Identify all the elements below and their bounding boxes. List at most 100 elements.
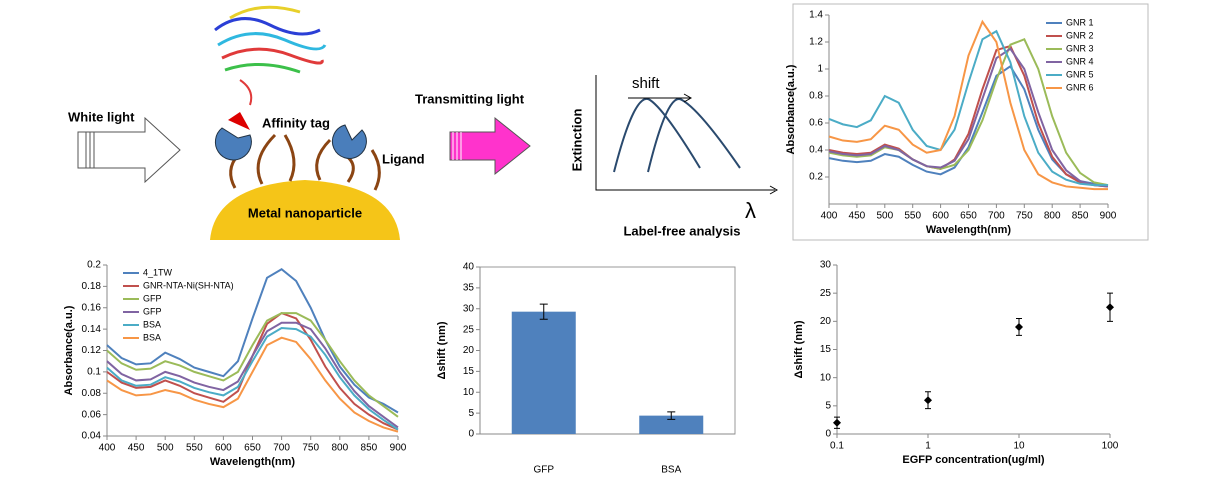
legend-label: GNR 3 [1066, 43, 1094, 53]
y-tick-label: 0.18 [82, 281, 102, 292]
y-tick-label: 20 [820, 316, 832, 327]
y-tick-label: 30 [463, 303, 475, 314]
y-tick-label: 5 [825, 400, 831, 411]
spectrum-curve [647, 97, 741, 173]
line-series [828, 29, 1108, 187]
point [1106, 303, 1114, 312]
x-tick-label: 1 [925, 441, 931, 452]
y-tick-label: 0.2 [87, 260, 101, 271]
error-bar [539, 303, 548, 320]
x-tick-label: 700 [988, 211, 1005, 222]
label: Affinity tag [262, 115, 330, 130]
y-tick-label: 30 [820, 260, 832, 271]
y-tick-label: 0.06 [82, 409, 102, 420]
y-tick-label: 25 [820, 288, 832, 299]
label: Label-free analysis [623, 223, 740, 238]
point [924, 396, 932, 405]
label: Transmitting light [415, 91, 525, 106]
x-tick-label: 450 [849, 211, 866, 222]
legend-label: GNR 2 [1066, 30, 1094, 40]
y-tick-label: 25 [463, 324, 475, 335]
y-tick-label: 35 [463, 283, 475, 294]
line-series [828, 38, 1109, 187]
y-axis-label: Δshift (nm) [436, 321, 448, 379]
x-axis-label: EGFP concentration(ug/ml) [902, 454, 1045, 466]
x-tick-label: 750 [302, 443, 319, 454]
legend-label: GNR 6 [1066, 82, 1094, 92]
y-tick-label: 0.14 [82, 324, 102, 335]
x-tick-label: 550 [904, 211, 921, 222]
x-axis-label: Wavelength(nm) [926, 224, 1011, 236]
x-tick-label: 450 [128, 443, 145, 454]
line-series [106, 321, 399, 429]
legend-label: GFP [143, 306, 162, 316]
line-series [106, 312, 399, 418]
x-tick-label: 700 [273, 443, 290, 454]
label: Metal nanoparticle [248, 205, 362, 220]
y-tick-label: 0 [468, 429, 474, 440]
line-series [106, 327, 399, 431]
label: shift [632, 75, 660, 92]
y-tick-label: 15 [820, 344, 832, 355]
legend-label: GNR 1 [1066, 17, 1094, 27]
x-tick-label: 850 [1072, 211, 1089, 222]
x-tick-label: GFP [533, 465, 554, 476]
x-axis-label: Wavelength(nm) [210, 456, 295, 468]
label: White light [68, 109, 135, 124]
x-tick-label: 550 [186, 443, 203, 454]
y-axis-label: Δshift (nm) [793, 320, 805, 378]
y-tick-label: 0.4 [809, 145, 823, 156]
shift-arrow [628, 93, 693, 103]
x-tick-label: 500 [157, 443, 174, 454]
line-series [106, 336, 399, 433]
y-tick-label: 0.08 [82, 388, 102, 399]
schematic: White light Affinity tag Ligand Metal na… [68, 5, 779, 240]
nanoparticle [210, 180, 400, 240]
y-tick-label: 40 [463, 262, 475, 273]
y-axis-label: Absorbance(a.u.) [63, 305, 75, 395]
y-tick-label: 0.12 [82, 345, 102, 356]
y-tick-label: 10 [463, 387, 475, 398]
y-axis-label: Absorbance(a.u.) [785, 64, 797, 154]
y-tick-label: 0 [825, 429, 831, 440]
transmitting-arrow [449, 116, 531, 176]
arrow-stripes [85, 132, 95, 168]
label: Extinction [569, 109, 584, 172]
x-tick-label: 850 [361, 443, 378, 454]
receptor [214, 127, 252, 161]
chart-frame [792, 3, 1149, 241]
x-tick-label: BSA [661, 465, 681, 476]
x-tick-label: 10 [1013, 441, 1025, 452]
legend-label: BSA [143, 319, 161, 329]
y-tick-label: 20 [463, 345, 475, 356]
legend-label: 4_1TW [143, 267, 173, 277]
spectrum-curve [613, 97, 701, 173]
x-tick-label: 600 [932, 211, 949, 222]
line-series [828, 47, 1109, 188]
x-tick-label: 650 [244, 443, 261, 454]
x-tick-label: 650 [960, 211, 977, 222]
x-tick-label: 900 [1100, 211, 1117, 222]
affinity-tag [228, 112, 250, 130]
axis-arrow [769, 185, 779, 195]
x-tick-label: 800 [331, 443, 348, 454]
y-tick-label: 0.2 [809, 172, 823, 183]
y-tick-label: 5 [468, 408, 474, 419]
y-tick-label: 0.1 [87, 367, 101, 378]
x-tick-label: 750 [1016, 211, 1033, 222]
bar [511, 311, 576, 434]
x-tick-label: 900 [390, 443, 407, 454]
x-tick-label: 500 [876, 211, 893, 222]
y-tick-label: 1 [817, 64, 823, 75]
label: Ligand [382, 151, 425, 166]
x-tick-label: 600 [215, 443, 232, 454]
bar [639, 415, 704, 434]
y-tick-label: 1.4 [809, 10, 823, 21]
x-tick-label: 400 [821, 211, 838, 222]
y-tick-label: 15 [463, 366, 475, 377]
arrow-stripes [452, 132, 462, 160]
point [1015, 322, 1023, 331]
legend-label: GFP [143, 293, 162, 303]
y-tick-label: 0.6 [809, 118, 823, 129]
